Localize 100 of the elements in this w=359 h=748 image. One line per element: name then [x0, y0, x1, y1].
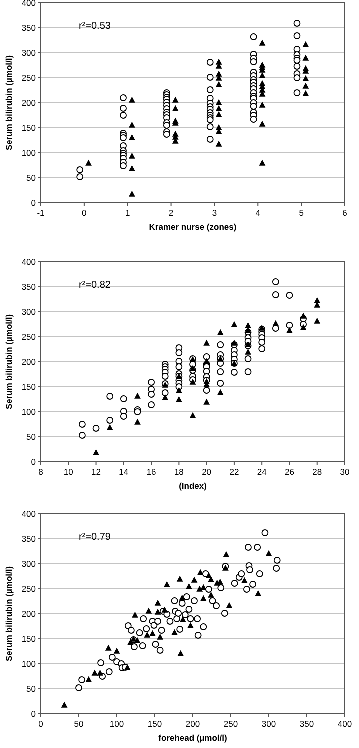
point — [223, 551, 230, 558]
point — [226, 602, 233, 608]
point — [157, 634, 164, 640]
annotation: r²=0.82 — [79, 280, 112, 291]
point — [190, 365, 196, 372]
y-tick-label: 300 — [22, 558, 36, 569]
y-tick-label: 100 — [22, 148, 36, 158]
point — [216, 99, 222, 106]
point — [302, 75, 310, 82]
y-tick-label: 50 — [26, 684, 36, 694]
point — [154, 608, 162, 615]
x-tick-label: 100 — [110, 719, 124, 729]
point — [204, 340, 210, 346]
y-axis-title: Serum bilirubin (µmol/l) — [4, 55, 14, 151]
point — [154, 600, 162, 606]
point — [106, 424, 114, 430]
point — [217, 329, 224, 336]
point — [114, 648, 120, 654]
x-tick-label: 28 — [312, 467, 322, 477]
x-tick-label: 5 — [299, 208, 304, 218]
point — [92, 670, 98, 676]
x-tick-label: 8 — [38, 467, 44, 477]
point — [176, 396, 182, 402]
point — [314, 318, 321, 324]
point — [216, 81, 222, 88]
y-tick-label: 400 — [22, 0, 36, 8]
point — [179, 594, 186, 601]
x-tick-label: 22 — [230, 467, 240, 477]
point — [302, 90, 310, 96]
x-axis-title: (Index) — [179, 481, 208, 491]
point — [200, 595, 207, 602]
x-tick-label: 24 — [257, 467, 268, 477]
y-tick-label: 100 — [22, 658, 36, 669]
point — [302, 54, 310, 61]
x-tick-label: 400 — [338, 719, 352, 729]
point — [216, 140, 222, 147]
point — [150, 630, 156, 636]
point — [217, 389, 224, 396]
y-tick-label: 150 — [22, 122, 36, 133]
point — [129, 165, 136, 172]
y-tick-label: 250 — [22, 332, 36, 342]
point — [180, 616, 186, 622]
y-axis-title: Serum bilirubin (µmol/l) — [4, 314, 14, 410]
point — [86, 676, 92, 682]
x-tick-label: 6 — [342, 208, 348, 218]
x-tick-label: 4 — [256, 208, 261, 218]
point — [302, 41, 310, 48]
point — [172, 629, 178, 636]
point — [191, 576, 198, 583]
y-tick-label: 200 — [22, 98, 36, 108]
x-tick-label: 0 — [38, 719, 44, 729]
point — [208, 576, 214, 582]
x-tick-label: 10 — [64, 467, 74, 477]
point — [134, 418, 141, 425]
point — [259, 160, 266, 166]
point — [206, 572, 212, 578]
x-tick-label: -1 — [37, 208, 46, 218]
point — [197, 569, 204, 576]
y-tick-label: 200 — [22, 356, 36, 367]
point — [245, 348, 252, 355]
point — [146, 608, 152, 614]
point — [190, 412, 196, 418]
point — [231, 321, 238, 328]
y-tick-label: 250 — [22, 72, 36, 83]
point — [144, 632, 151, 638]
y-tick-label: 150 — [22, 634, 36, 644]
y-tick-label: 150 — [22, 382, 36, 392]
point — [266, 550, 272, 556]
x-tick-label: 26 — [284, 467, 295, 477]
point — [300, 324, 307, 330]
y-tick-label: 350 — [22, 22, 36, 33]
point — [204, 398, 210, 405]
point — [259, 102, 266, 108]
point — [129, 96, 136, 103]
point — [129, 152, 136, 159]
y-tick-label: 200 — [22, 608, 36, 619]
point — [314, 297, 321, 304]
point — [134, 392, 141, 399]
x-tick-label: 16 — [146, 467, 157, 477]
point — [208, 592, 214, 598]
y-tick-label: 400 — [22, 508, 36, 519]
x-tick-label: 30 — [340, 467, 350, 477]
point — [245, 322, 252, 328]
point — [162, 394, 169, 400]
y-tick-label: 400 — [22, 256, 36, 267]
point — [259, 72, 266, 78]
x-tick-label: 0 — [82, 208, 88, 218]
x-tick-label: 150 — [148, 719, 162, 729]
point — [134, 637, 141, 644]
point — [255, 590, 262, 596]
annotation: r²=0.79 — [79, 532, 112, 543]
point — [172, 105, 179, 112]
point — [216, 111, 222, 118]
x-tick-label: 20 — [202, 467, 212, 477]
x-tick-label: 18 — [174, 467, 184, 477]
point — [204, 358, 210, 364]
point — [216, 105, 222, 112]
y-tick-label: 350 — [22, 534, 36, 544]
point — [178, 650, 184, 656]
x-tick-label: 200 — [186, 719, 200, 729]
